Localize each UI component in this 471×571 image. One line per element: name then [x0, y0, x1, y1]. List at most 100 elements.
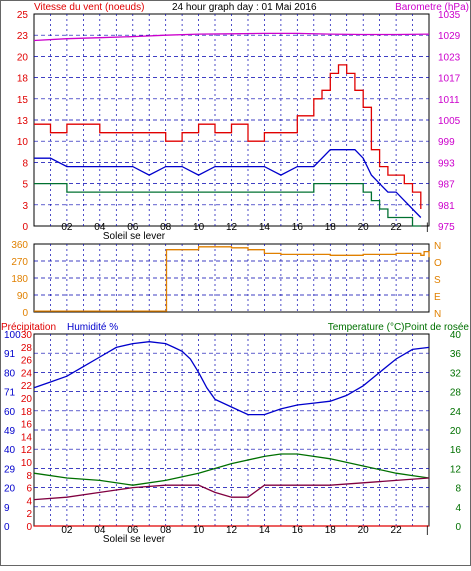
hum-x-tick-18: 18	[325, 525, 337, 536]
wind-x-tick-20: 20	[358, 222, 370, 233]
precip-y-tick-18: 18	[21, 407, 33, 418]
precip-y-tick-22: 22	[21, 381, 33, 392]
precip-y-tick-12: 12	[21, 445, 33, 456]
temp-y-tick-28: 28	[450, 388, 462, 399]
precip-y-tick-8: 8	[26, 471, 32, 482]
hum-y-tick-80: 80	[4, 368, 16, 379]
temp-y-tick-8: 8	[455, 484, 461, 495]
temp-y-tick-16: 16	[450, 445, 462, 456]
baro-y-tick-1005: 1005	[438, 116, 461, 127]
dir-compass-0: N	[434, 241, 441, 252]
precip-y-tick-20: 20	[21, 394, 33, 405]
precip-y-tick-0: 0	[26, 522, 32, 533]
temp-y-tick-12: 12	[450, 464, 462, 475]
hum-y-tick-100: 100	[4, 330, 21, 341]
wind-x-tick-12: 12	[226, 222, 238, 233]
humidity-temperature-panel: 0920294049607180911000246810121416182022…	[4, 330, 461, 536]
wind-x-tick-22: 22	[391, 222, 403, 233]
temperature-dewpoint-label: Temperature (°C)Point de rosée	[328, 322, 470, 333]
baro-y-tick-1023: 1023	[438, 52, 461, 63]
hum-x-tick-end: |	[426, 525, 429, 536]
wind-y-tick-3: 3	[22, 201, 28, 212]
dir-compass-1: O	[434, 258, 442, 269]
wind-series-gust	[34, 64, 422, 209]
temp-y-tick-4: 4	[455, 503, 461, 514]
baro-y-tick-993: 993	[438, 158, 455, 169]
precip-y-tick-4: 4	[26, 496, 32, 507]
wind-series-average	[34, 149, 422, 218]
wind-y-tick-18: 18	[17, 74, 29, 85]
baro-y-tick-1029: 1029	[438, 31, 461, 42]
hum-y-tick-9: 9	[4, 503, 10, 514]
hum-x-tick-12: 12	[226, 525, 238, 536]
wind-y-tick-10: 10	[17, 137, 29, 148]
precip-y-tick-30: 30	[21, 330, 33, 341]
hum-series-dew_point	[33, 477, 430, 501]
hum-y-tick-0: 0	[4, 522, 10, 533]
hum-x-tick-16: 16	[292, 525, 304, 536]
dir-y-tick-270: 270	[11, 257, 28, 268]
barometer-label: Barometre (hPa)	[395, 2, 469, 13]
wind-y-tick-25: 25	[17, 10, 29, 21]
dir-series-direction	[34, 246, 430, 312]
hum-x-tick-22: 22	[391, 525, 403, 536]
wind-y-tick-13: 13	[17, 116, 29, 127]
precip-y-tick-28: 28	[21, 343, 33, 354]
wind-pressure-panel: 0358101315182023259759819879939991005101…	[17, 10, 461, 233]
precip-y-tick-16: 16	[21, 420, 33, 431]
humidity-label: Humidité %	[67, 322, 118, 333]
hum-y-tick-71: 71	[4, 388, 16, 399]
dir-y-tick-360: 360	[11, 240, 28, 251]
hum-y-tick-20: 20	[4, 484, 16, 495]
sunrise-annotation-bottom: Soleil se lever	[103, 534, 166, 545]
wind-y-tick-8: 8	[22, 158, 28, 169]
baro-y-tick-987: 987	[438, 180, 455, 191]
hum-y-tick-40: 40	[4, 445, 16, 456]
hum-y-tick-29: 29	[4, 464, 16, 475]
dir-compass-3: E	[434, 292, 441, 303]
temp-y-tick-0: 0	[455, 522, 461, 533]
precip-y-tick-26: 26	[21, 356, 33, 367]
wind-y-tick-5: 5	[22, 180, 28, 191]
chart-title: 24 hour graph day : 01 Mai 2016	[172, 2, 317, 13]
baro-y-tick-975: 975	[438, 222, 455, 233]
precip-y-tick-6: 6	[26, 484, 32, 495]
precip-y-tick-2: 2	[26, 509, 32, 520]
wind-y-tick-0: 0	[22, 222, 28, 233]
wind-y-tick-20: 20	[17, 52, 29, 63]
wind-y-tick-23: 23	[17, 31, 29, 42]
hum-x-tick-06: 06	[127, 525, 139, 536]
baro-y-tick-1011: 1011	[438, 95, 460, 106]
temp-y-tick-40: 40	[450, 330, 462, 341]
wind-series-low	[34, 182, 421, 227]
wind-x-tick-14: 14	[259, 222, 271, 233]
hum-x-tick-10: 10	[193, 525, 205, 536]
dir-compass-4: N	[434, 309, 441, 320]
hum-y-tick-91: 91	[4, 349, 16, 360]
baro-y-tick-999: 999	[438, 137, 455, 148]
precip-y-tick-14: 14	[21, 432, 33, 443]
wind-x-tick-18: 18	[325, 222, 337, 233]
wind-x-tick-06: 06	[127, 222, 139, 233]
baro-y-tick-1017: 1017	[438, 74, 461, 85]
wind-series-pressure	[33, 32, 430, 42]
hum-x-tick-20: 20	[358, 525, 370, 536]
hum-x-tick-02: 02	[61, 525, 73, 536]
hum-x-tick-08: 08	[160, 525, 172, 536]
sunrise-annotation-top: Soleil se lever	[103, 231, 166, 242]
temp-y-tick-20: 20	[450, 426, 462, 437]
baro-y-tick-1035: 1035	[438, 10, 461, 21]
precipitation-label: Précipitation	[1, 322, 56, 333]
hum-x-tick-04: 04	[94, 525, 106, 536]
wind-x-tick-end: |	[426, 222, 429, 233]
wind-x-tick-10: 10	[193, 222, 205, 233]
hum-series-humidity	[33, 341, 430, 416]
precip-y-tick-24: 24	[21, 368, 33, 379]
dir-compass-2: S	[434, 275, 441, 286]
hum-x-tick-14: 14	[259, 525, 271, 536]
temp-y-tick-36: 36	[450, 349, 462, 360]
dir-y-tick-90: 90	[17, 291, 29, 302]
